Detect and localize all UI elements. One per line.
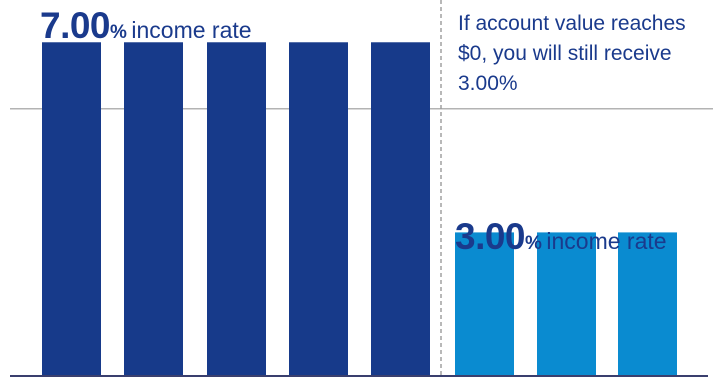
bar-high-4	[289, 42, 348, 375]
bar-low-8	[618, 232, 677, 375]
low-rate-value: 3.00	[455, 216, 526, 257]
low-rate-label: 3.00% income rate	[455, 218, 667, 255]
bar-low-7	[537, 232, 596, 375]
low-rate-unit: %	[525, 233, 542, 254]
zero-value-note: If account value reaches $0, you will st…	[458, 12, 686, 95]
high-rate-value: 7.00	[40, 5, 111, 46]
bar-low-6	[455, 232, 514, 375]
bar-high-2	[124, 42, 183, 375]
low-rate-text: income rate	[546, 228, 667, 254]
high-rate-label: 7.00% income rate	[40, 7, 252, 44]
bar-high-3	[207, 42, 266, 375]
high-rate-unit: %	[110, 22, 127, 43]
high-rate-text: income rate	[131, 17, 252, 43]
bar-high-1	[42, 42, 101, 375]
bar-high-5	[371, 42, 430, 375]
